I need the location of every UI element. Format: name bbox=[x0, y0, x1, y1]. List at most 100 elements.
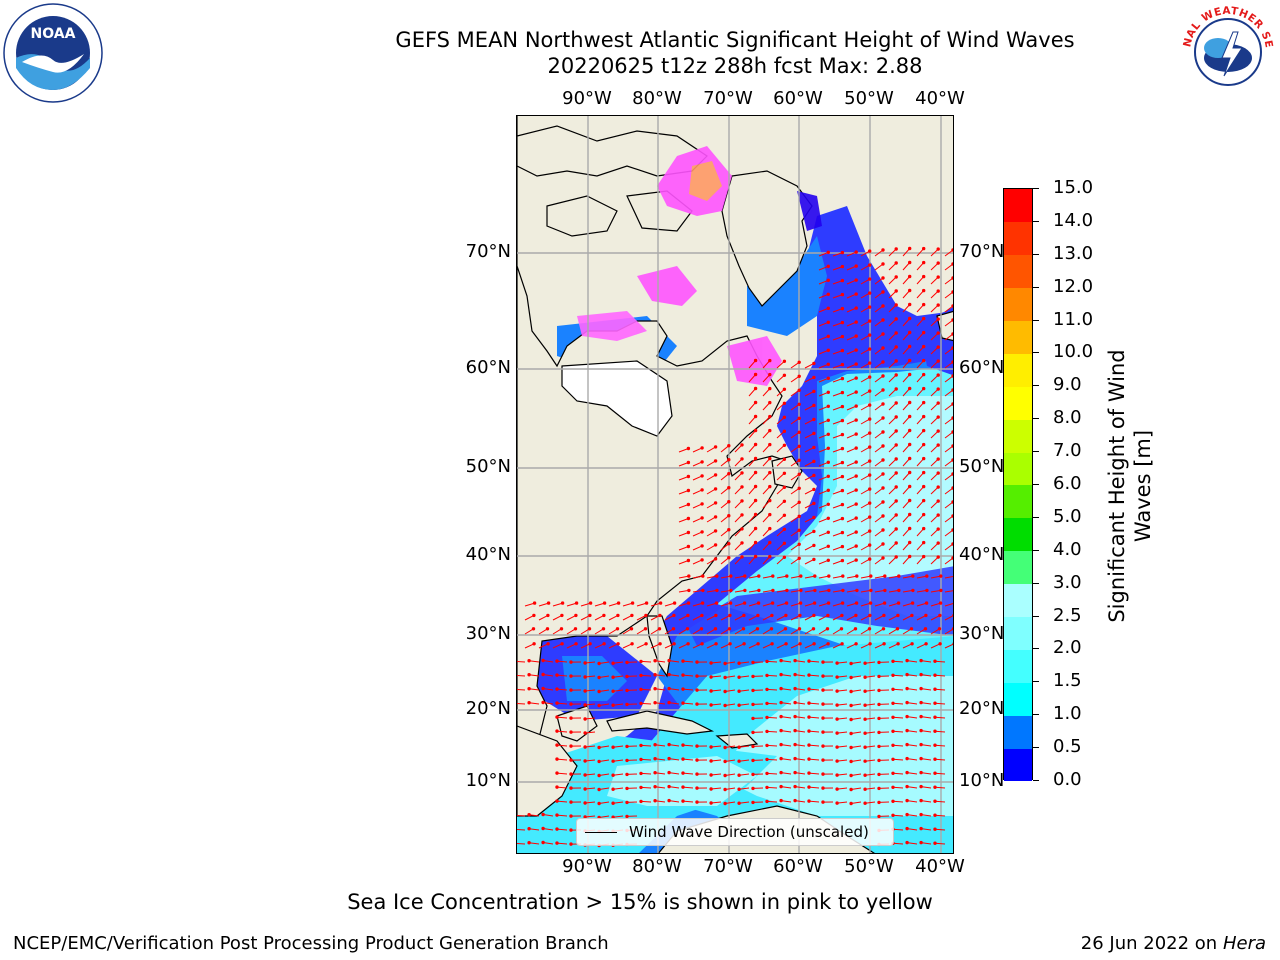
wave-direction-arrowhead bbox=[569, 772, 573, 776]
credit-host: Hera bbox=[1222, 933, 1266, 954]
wave-direction-arrowhead bbox=[881, 444, 885, 448]
wave-direction-arrowhead bbox=[555, 841, 559, 845]
wave-direction-arrowhead bbox=[653, 743, 657, 747]
wave-direction-arrowhead bbox=[597, 745, 601, 750]
wave-direction-arrowhead bbox=[952, 642, 953, 646]
wave-direction-arrowhead bbox=[681, 799, 685, 803]
wave-direction-arrowhead bbox=[740, 457, 744, 461]
wave-direction-arrowhead bbox=[877, 660, 881, 665]
wave-direction-arrowhead bbox=[569, 688, 573, 692]
wave-direction-arrowhead bbox=[583, 759, 587, 763]
colorbar-title: Significant Height of Wind Waves [m] bbox=[1105, 349, 1155, 623]
wave-direction-arrowhead bbox=[768, 456, 772, 461]
wave-direction-arrowhead bbox=[826, 306, 830, 311]
colorbar-tick-label: 7.0 bbox=[1053, 440, 1082, 462]
wave-direction-arrowhead bbox=[723, 745, 727, 750]
wave-direction-arrowhead bbox=[709, 773, 713, 777]
wave-direction-arrowhead bbox=[727, 528, 731, 532]
wave-direction-arrowhead bbox=[700, 488, 704, 492]
wave-direction-arrowhead bbox=[868, 347, 872, 351]
wave-direction-arrowhead bbox=[695, 674, 699, 678]
wave-direction-arrowhead bbox=[555, 729, 559, 733]
wave-direction-arrowhead bbox=[840, 474, 845, 479]
wave-direction-arrowhead bbox=[625, 814, 629, 819]
wave-direction-arrowhead bbox=[629, 627, 634, 631]
wave-direction-arrowhead bbox=[882, 601, 887, 605]
wave-direction-arrowhead bbox=[753, 456, 758, 461]
wave-direction-arrowhead bbox=[653, 757, 657, 761]
wave-direction-arrowhead bbox=[835, 745, 839, 749]
wave-direction-arrowhead bbox=[742, 601, 747, 605]
wave-direction-arrowhead bbox=[527, 841, 531, 845]
wave-direction-arrowhead bbox=[821, 688, 825, 692]
wave-direction-arrowhead bbox=[826, 292, 830, 297]
wave-direction-arrowhead bbox=[713, 459, 718, 463]
wave-direction-arrowhead bbox=[933, 743, 937, 747]
wave-direction-arrowhead bbox=[826, 488, 830, 492]
wave-direction-arrowhead bbox=[923, 627, 928, 631]
wave-direction-arrowhead bbox=[952, 602, 953, 604]
wave-direction-arrowhead bbox=[784, 613, 788, 618]
wave-direction-arrowhead bbox=[770, 613, 774, 618]
wave-direction-arrowhead bbox=[727, 444, 731, 448]
wave-direction-arrowhead bbox=[753, 386, 758, 391]
wave-direction-arrowhead bbox=[546, 613, 550, 618]
wave-direction-arrowhead bbox=[922, 274, 926, 279]
wave-direction-arrowhead bbox=[700, 530, 704, 534]
wave-direction-arrow bbox=[944, 603, 953, 607]
wave-direction-arrowhead bbox=[881, 500, 885, 504]
wave-direction-arrowhead bbox=[687, 574, 691, 578]
wave-direction-arrowhead bbox=[667, 770, 671, 775]
wave-direction-arrowhead bbox=[854, 418, 858, 422]
wave-direction-arrowhead bbox=[737, 661, 741, 665]
wave-direction-arrowhead bbox=[881, 416, 885, 420]
wave-direction-arrowhead bbox=[894, 331, 898, 335]
wave-direction-arrowhead bbox=[877, 772, 881, 777]
wave-direction-arrowhead bbox=[891, 687, 895, 691]
wave-direction-arrowhead bbox=[905, 770, 909, 775]
wave-direction-arrowhead bbox=[768, 400, 772, 405]
wave-direction-arrowhead bbox=[768, 512, 772, 517]
wave-direction-arrowhead bbox=[713, 557, 718, 561]
wave-direction-arrowhead bbox=[630, 642, 634, 646]
wave-direction-arrowhead bbox=[527, 813, 531, 817]
wave-direction-arrowhead bbox=[951, 500, 953, 504]
wave-direction-arrowhead bbox=[951, 360, 953, 364]
wave-direction-arrowhead bbox=[919, 826, 923, 831]
lat-label-left: 10°N bbox=[465, 770, 511, 791]
wave-direction-arrowhead bbox=[532, 613, 536, 618]
wave-direction-arrowhead bbox=[643, 627, 648, 631]
wave-direction-arrowhead bbox=[583, 703, 587, 707]
colorbar-tick-label: 15.0 bbox=[1053, 177, 1094, 198]
wave-direction-arrowhead bbox=[742, 613, 746, 618]
wave-direction-arrowhead bbox=[868, 445, 872, 449]
wave-direction-arrowhead bbox=[699, 627, 704, 631]
wave-direction-arrowhead bbox=[905, 840, 909, 845]
wave-direction-arrowhead bbox=[894, 471, 898, 475]
wave-direction-arrowhead bbox=[625, 758, 629, 763]
wave-direction-arrowhead bbox=[922, 358, 926, 363]
wave-direction-arrowhead bbox=[905, 826, 909, 831]
wave-direction-arrowhead bbox=[782, 527, 787, 531]
colorbar-tick bbox=[1033, 352, 1039, 354]
wave-direction-arrowhead bbox=[569, 702, 573, 706]
wave-height-map bbox=[517, 116, 953, 853]
wave-direction-arrowhead bbox=[951, 472, 953, 476]
wave-direction-arrowhead bbox=[588, 642, 592, 646]
wave-direction-arrowhead bbox=[881, 528, 885, 532]
wave-direction-arrowhead bbox=[753, 526, 758, 531]
wave-direction-arrowhead bbox=[827, 588, 831, 593]
wave-direction-arrowhead bbox=[877, 786, 881, 791]
wave-direction-arrowhead bbox=[881, 262, 885, 266]
wave-direction-arrowhead bbox=[840, 516, 845, 521]
colorbar-segment bbox=[1004, 419, 1032, 453]
wave-direction-arrowhead bbox=[826, 516, 830, 520]
wave-direction-arrowhead bbox=[936, 247, 940, 251]
wave-direction-arrowhead bbox=[826, 320, 830, 325]
wind-wave-arrows bbox=[517, 246, 953, 848]
wave-direction-arrowhead bbox=[686, 642, 690, 646]
wave-direction-arrowhead bbox=[840, 334, 845, 339]
wave-direction-arrowhead bbox=[751, 730, 755, 735]
wave-direction-arrowhead bbox=[741, 627, 746, 631]
wave-direction-arrowhead bbox=[826, 502, 830, 506]
